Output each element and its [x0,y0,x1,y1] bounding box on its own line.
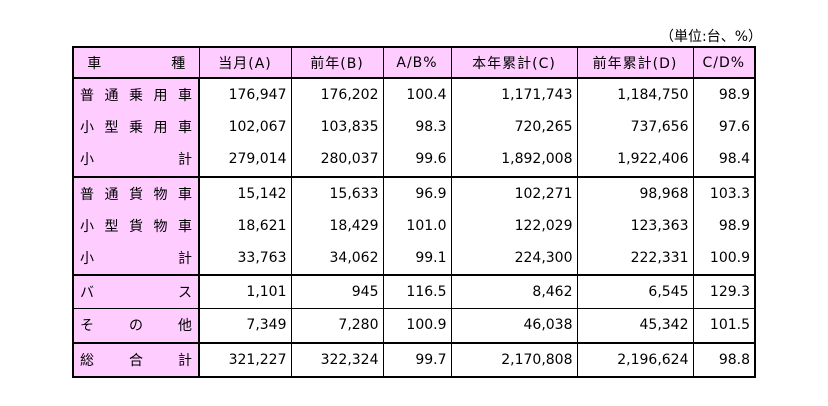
cell-prev-ytd: 1,922,406 [576,143,693,177]
cell-previous-year: 7,280 [290,308,383,343]
cell-previous-year: 176,202 [290,78,383,112]
cell-previous-year: 15,633 [290,175,383,210]
cell-vehicle-type: 小計 [73,143,200,177]
cell-current-month: 1,101 [198,274,291,309]
cell-vehicle-type: 総合計 [73,341,200,377]
cell-previous-year: 280,037 [290,143,383,177]
cell-ratio-ab: 98.3 [382,111,451,144]
cell-ratio-ab: 99.7 [382,341,451,377]
cell-vehicle-type: 小計 [73,241,200,276]
table-row: 小型貨物車 18,621 18,429 101.0 122,029 123,363 98.9 [73,209,755,242]
header-current-month: 当月(A) [198,46,292,79]
cell-prev-ytd: 6,545 [576,274,693,309]
header-ratio-ab: A/B% [382,46,452,79]
cell-prev-ytd: 98,968 [576,175,693,210]
cell-previous-year: 103,835 [290,111,383,144]
cell-ratio-cd: 101.5 [692,308,755,343]
cell-vehicle-type: バス [73,274,200,309]
header-row: 車 種 当月(A) 前年(B) A/B% 本年累計(C) 前年累計(D) C/D… [72,46,756,79]
cell-ytd: 8,462 [450,274,577,309]
cell-ratio-ab: 99.6 [382,143,451,177]
cell-prev-ytd: 123,363 [576,209,693,242]
cell-ratio-ab: 100.4 [382,78,451,112]
cell-current-month: 279,014 [198,143,291,177]
cell-prev-ytd: 1,184,750 [576,78,693,112]
cell-vehicle-type: 普通乗用車 [73,78,200,112]
table-row: その他 7,349 7,280 100.9 46,038 45,342 101.5 [73,308,755,343]
cell-ratio-ab: 100.9 [382,308,451,343]
cell-ytd: 1,892,008 [450,143,577,177]
cell-vehicle-type: 小型貨物車 [73,209,200,242]
cell-vehicle-type: その他 [73,308,200,343]
cell-ytd: 224,300 [450,241,577,276]
cell-ytd: 1,171,743 [450,78,577,112]
cell-ratio-cd: 98.9 [692,209,755,242]
cell-ytd: 102,271 [450,175,577,210]
table-row: 小計 279,014 280,037 99.6 1,892,008 1,922,406 98… [73,143,755,177]
header-previous-year: 前年(B) [290,46,384,79]
cell-current-month: 33,763 [198,241,291,276]
cell-ytd: 2,170,808 [450,341,577,377]
cell-prev-ytd: 737,656 [576,111,693,144]
table-row: 小型乗用車 102,067 103,835 98.3 720,265 737,656 97.… [73,111,755,144]
cell-ratio-cd: 98.8 [692,341,755,377]
cell-prev-ytd: 45,342 [576,308,693,343]
header-prev-ytd: 前年累計(D) [576,46,694,79]
cell-vehicle-type: 小型乗用車 [73,111,200,144]
cell-current-month: 15,142 [198,175,291,210]
cell-ratio-cd: 98.9 [692,78,755,112]
cell-ytd: 720,265 [450,111,577,144]
cell-previous-year: 34,062 [290,241,383,276]
cell-previous-year: 322,324 [290,341,383,377]
cell-prev-ytd: 222,331 [576,241,693,276]
cell-ratio-ab: 96.9 [382,175,451,210]
cell-ratio-ab: 101.0 [382,209,451,242]
cell-ytd: 46,038 [450,308,577,343]
cell-current-month: 18,621 [198,209,291,242]
cell-ratio-cd: 129.3 [692,274,755,309]
header-ytd: 本年累計(C) [450,46,578,79]
cell-previous-year: 945 [290,274,383,309]
cell-ratio-cd: 100.9 [692,241,755,276]
cell-previous-year: 18,429 [290,209,383,242]
table-row: 普通貨物車 15,142 15,633 96.9 102,271 98,968 103.3 [73,175,755,210]
cell-current-month: 7,349 [198,308,291,343]
vehicle-sales-table: 車 種 当月(A) 前年(B) A/B% 本年累計(C) 前年累計(D) C/D… [72,46,756,378]
cell-ratio-cd: 98.4 [692,143,755,177]
cell-current-month: 321,227 [198,341,291,377]
unit-note: （単位:台、%） [660,29,763,45]
cell-ratio-ab: 99.1 [382,241,451,276]
table-row: 普通乗用車 176,947 176,202 100.4 1,171,743 1,184,7… [73,78,755,112]
table-row: 総合計 321,227 322,324 99.7 2,170,808 2,196,624 9… [73,341,755,377]
cell-current-month: 176,947 [198,78,291,112]
table-row: バス 1,101 945 116.5 8,462 6,545 129.3 [73,274,755,309]
cell-ratio-cd: 97.6 [692,111,755,144]
header-vehicle-type: 車 種 [72,46,200,79]
header-ratio-cd: C/D% [692,46,756,79]
table-row: 小計 33,763 34,062 99.1 224,300 222,331 100.9 [73,241,755,276]
cell-ratio-cd: 103.3 [692,175,755,210]
cell-vehicle-type: 普通貨物車 [73,175,200,210]
cell-ytd: 122,029 [450,209,577,242]
cell-current-month: 102,067 [198,111,291,144]
cell-ratio-ab: 116.5 [382,274,451,309]
cell-prev-ytd: 2,196,624 [576,341,693,377]
